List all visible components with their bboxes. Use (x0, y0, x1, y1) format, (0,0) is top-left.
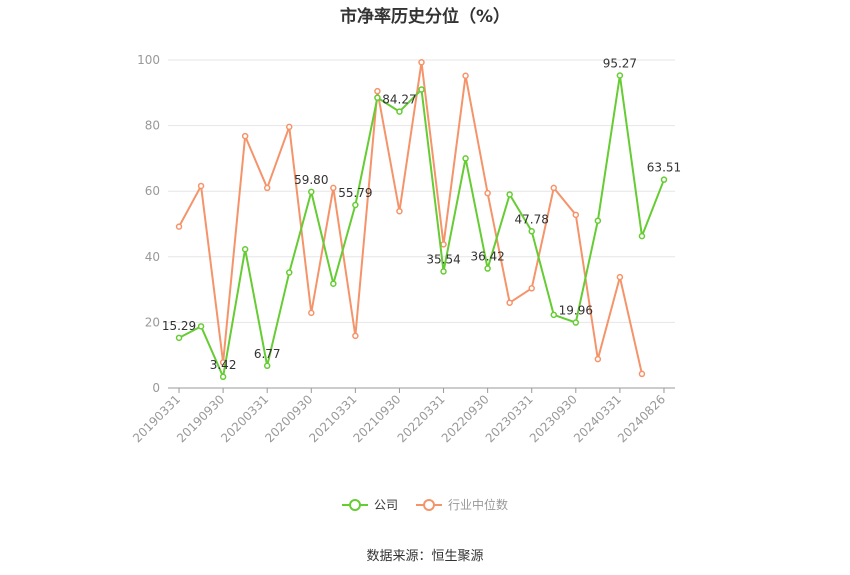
y-tick-label-20: 20 (145, 315, 160, 329)
legend: 公司 行业中位数 (0, 496, 850, 513)
data-label-2: 3.42 (210, 358, 237, 372)
data-labels: 15.29 3.42 6.77 59.80 55.79 84.27 35.54 36.42 47… (162, 57, 681, 372)
point-s0-5 (285, 269, 293, 276)
data-label-4: 6.77 (254, 347, 281, 361)
point-s0-12 (440, 268, 447, 275)
data-label-10: 84.27 (382, 93, 416, 107)
point-s1-15 (506, 299, 513, 306)
data-label-20: 95.27 (603, 57, 637, 71)
point-s1-14 (484, 189, 491, 197)
legend-industry-label: 行业中位数 (448, 498, 509, 512)
point-s0-19 (594, 217, 602, 224)
point-s1-1 (197, 182, 205, 190)
y-tick-label-60: 60 (145, 184, 160, 198)
y-tick-label-40: 40 (145, 250, 160, 264)
point-s0-17 (550, 311, 558, 319)
point-s1-11 (418, 59, 425, 66)
point-s1-18 (572, 211, 580, 219)
point-s0-6 (308, 188, 315, 196)
point-s0-15 (506, 191, 513, 198)
y-tick-label-80: 80 (145, 119, 160, 133)
point-s0-14 (484, 265, 491, 272)
point-s1-20 (616, 273, 624, 281)
x-tick-label-11: 20240826 (615, 392, 668, 445)
point-s1-4 (263, 184, 271, 192)
y-tick-label-100: 100 (137, 53, 160, 67)
point-s0-8 (352, 201, 359, 209)
point-s0-1 (197, 323, 205, 330)
data-label-14: 36.42 (470, 250, 504, 264)
series-line-1 (178, 61, 643, 375)
point-s1-3 (241, 132, 249, 140)
point-s1-16 (528, 285, 535, 292)
point-s0-21 (638, 232, 646, 240)
point-s0-2 (219, 373, 227, 381)
point-s1-6 (308, 309, 315, 317)
point-s0-9 (374, 94, 381, 101)
point-s0-7 (330, 280, 337, 287)
data-label-22: 63.51 (647, 161, 681, 175)
series-layer (175, 59, 668, 381)
point-s1-9 (374, 87, 381, 95)
point-s0-3 (241, 246, 249, 253)
chart-title: 市净率历史分位（%） (339, 7, 511, 27)
point-s1-19 (594, 355, 602, 363)
data-label-12: 35.54 (426, 252, 460, 266)
point-s0-16 (528, 228, 535, 235)
data-label-0: 15.29 (162, 319, 196, 333)
data-label-16: 47.78 (515, 212, 549, 226)
point-s0-10 (396, 108, 403, 115)
legend-industry-marker (416, 498, 442, 511)
point-s1-17 (550, 184, 558, 192)
legend-company-marker (341, 498, 368, 511)
data-label-6: 59.80 (294, 173, 328, 187)
point-s0-18 (572, 319, 580, 326)
legend-company-label: 公司 (373, 498, 398, 512)
legend-item-industry[interactable]: 行业中位数 (416, 496, 508, 513)
point-s1-13 (462, 72, 469, 79)
point-s0-4 (263, 362, 271, 370)
y-tick-label-0: 0 (152, 381, 160, 395)
point-s1-5 (285, 123, 293, 131)
point-s1-8 (352, 332, 359, 340)
legend-item-company[interactable]: 公司 (341, 496, 398, 513)
point-s1-21 (638, 370, 646, 378)
point-s1-12 (440, 241, 447, 248)
point-s0-20 (616, 72, 624, 79)
point-s0-13 (462, 155, 469, 162)
data-label-8: 55.79 (338, 186, 372, 200)
point-s1-7 (330, 184, 337, 192)
source-note: 数据来源：恒生聚源 (366, 549, 484, 564)
point-s0-0 (175, 334, 183, 342)
point-s0-11 (418, 86, 425, 93)
point-s0-22 (660, 176, 668, 183)
point-s1-10 (396, 207, 403, 215)
series-line-0 (178, 74, 665, 378)
point-s1-0 (175, 223, 183, 230)
data-label-18: 19.96 (559, 304, 593, 318)
grid-lines (168, 59, 675, 323)
